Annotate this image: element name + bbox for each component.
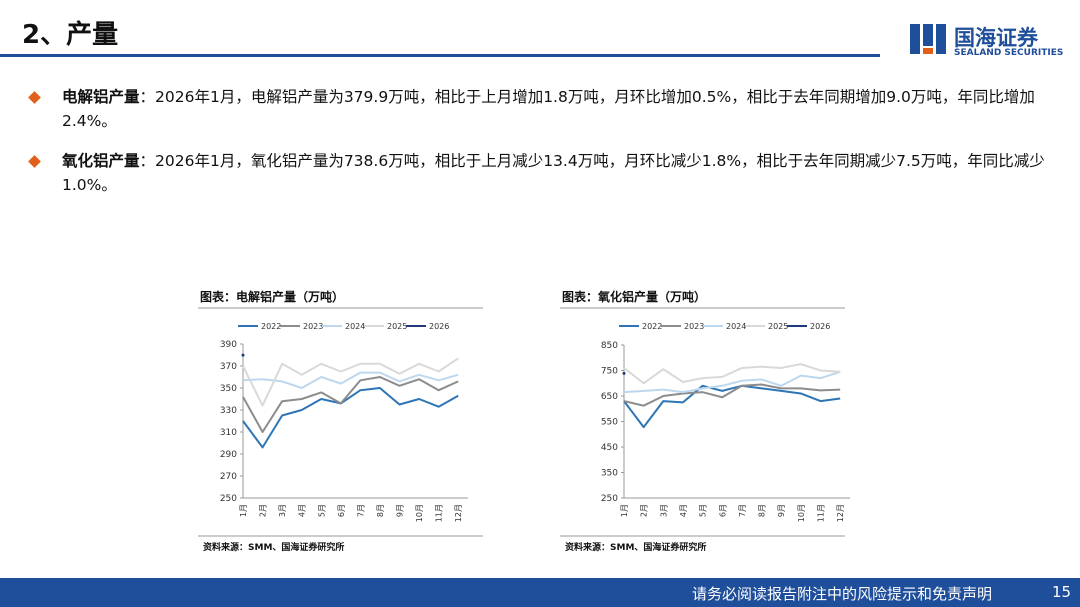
legend-label: 2023	[303, 322, 323, 331]
y-tick-label: 850	[601, 341, 618, 351]
y-tick-label: 390	[220, 340, 237, 350]
x-tick-label: 3月	[659, 504, 668, 517]
series-line	[242, 387, 459, 449]
x-tick-label: 12月	[454, 504, 463, 522]
y-tick-label: 250	[220, 494, 237, 504]
x-tick-label: 2月	[640, 504, 649, 517]
x-tick-label: 9月	[777, 504, 786, 517]
bullet-label: 氧化铝产量	[62, 152, 140, 170]
series-line	[623, 370, 841, 394]
x-tick-label: 5月	[699, 504, 708, 517]
x-tick-label: 7月	[738, 504, 747, 517]
series-line	[242, 376, 459, 433]
legend-label: 2022	[642, 322, 662, 331]
series-line	[242, 371, 459, 389]
legend-label: 2026	[810, 322, 830, 331]
series-line	[623, 383, 841, 407]
x-tick-label: 10月	[797, 504, 806, 522]
source: 资料来源：SMM、国海证券研究所	[203, 541, 344, 553]
bullet-text: ：2026年1月，电解铝产量为379.9万吨，相比于上月增加1.8万吨，月环比增…	[62, 88, 1035, 130]
x-tick-label: 9月	[396, 504, 405, 517]
y-tick-label: 270	[220, 472, 237, 482]
page-number: 15	[1052, 583, 1072, 601]
legend-label: 2026	[429, 322, 449, 331]
y-tick-label: 330	[220, 406, 237, 416]
footer-bar	[0, 578, 1080, 607]
x-tick-label: 11月	[817, 504, 826, 522]
y-tick-label: 750	[601, 367, 618, 377]
series-line	[623, 384, 841, 429]
x-tick-label: 2月	[259, 504, 268, 517]
x-tick-label: 1月	[620, 504, 629, 517]
logo-icon	[910, 24, 946, 54]
y-tick-label: 310	[220, 428, 237, 438]
y-tick-label: 350	[220, 384, 237, 394]
x-tick-label: 4月	[298, 504, 307, 517]
disclaimer: 请务必阅读报告附注中的风险提示和免责声明	[692, 585, 993, 603]
legend-label: 2022	[261, 322, 281, 331]
x-tick-label: 7月	[356, 504, 365, 517]
x-tick-label: 8月	[758, 504, 767, 517]
legend-label: 2024	[726, 322, 746, 331]
bullet-label: 电解铝产量	[62, 88, 140, 106]
x-tick-label: 1月	[239, 504, 248, 517]
header-rule	[0, 54, 880, 57]
x-tick-label: 3月	[278, 504, 287, 517]
legend-label: 2025	[768, 322, 788, 331]
x-tick-label: 6月	[337, 504, 346, 517]
series-line	[623, 363, 841, 385]
logo-en: SEALAND SECURITIES	[954, 48, 1064, 58]
y-tick-label: 350	[601, 469, 618, 479]
legend-label: 2025	[387, 322, 407, 331]
x-tick-label: 6月	[718, 504, 727, 517]
source: 资料来源：SMM、国海证券研究所	[565, 541, 706, 553]
x-tick-label: 8月	[376, 504, 385, 517]
x-tick-label: 4月	[679, 504, 688, 517]
logo-cn: 国海证券	[954, 26, 1038, 50]
y-tick-label: 450	[601, 443, 618, 453]
legend-label: 2024	[345, 322, 365, 331]
y-tick-label: 550	[601, 418, 618, 428]
legend-label: 2023	[684, 322, 704, 331]
bullet-text: ：2026年1月，氧化铝产量为738.6万吨，相比于上月减少13.4万吨，月环比…	[62, 152, 1045, 194]
bullet: 电解铝产量：2026年1月，电解铝产量为379.9万吨，相比于上月增加1.8万吨…	[28, 85, 1048, 133]
x-tick-label: 10月	[415, 504, 424, 522]
series-line	[242, 357, 459, 407]
chart-title: 图表：电解铝产量（万吨）	[200, 289, 344, 304]
y-tick-label: 250	[601, 494, 618, 504]
x-tick-label: 5月	[317, 504, 326, 517]
y-tick-label: 650	[601, 392, 618, 402]
x-tick-label: 12月	[836, 504, 845, 522]
y-tick-label: 370	[220, 362, 237, 372]
x-tick-label: 11月	[435, 504, 444, 522]
series-point	[622, 371, 626, 375]
slide-title: 2、产量	[22, 20, 119, 50]
bullet: 氧化铝产量：2026年1月，氧化铝产量为738.6万吨，相比于上月减少13.4万…	[28, 149, 1048, 197]
charts: 图表：电解铝产量（万吨） 资料来源：SMM、国海证券研究所 250 270 290 310…	[198, 289, 850, 553]
series-point	[241, 353, 245, 357]
y-tick-label: 290	[220, 450, 237, 460]
chart-title: 图表：氧化铝产量（万吨）	[562, 289, 706, 304]
